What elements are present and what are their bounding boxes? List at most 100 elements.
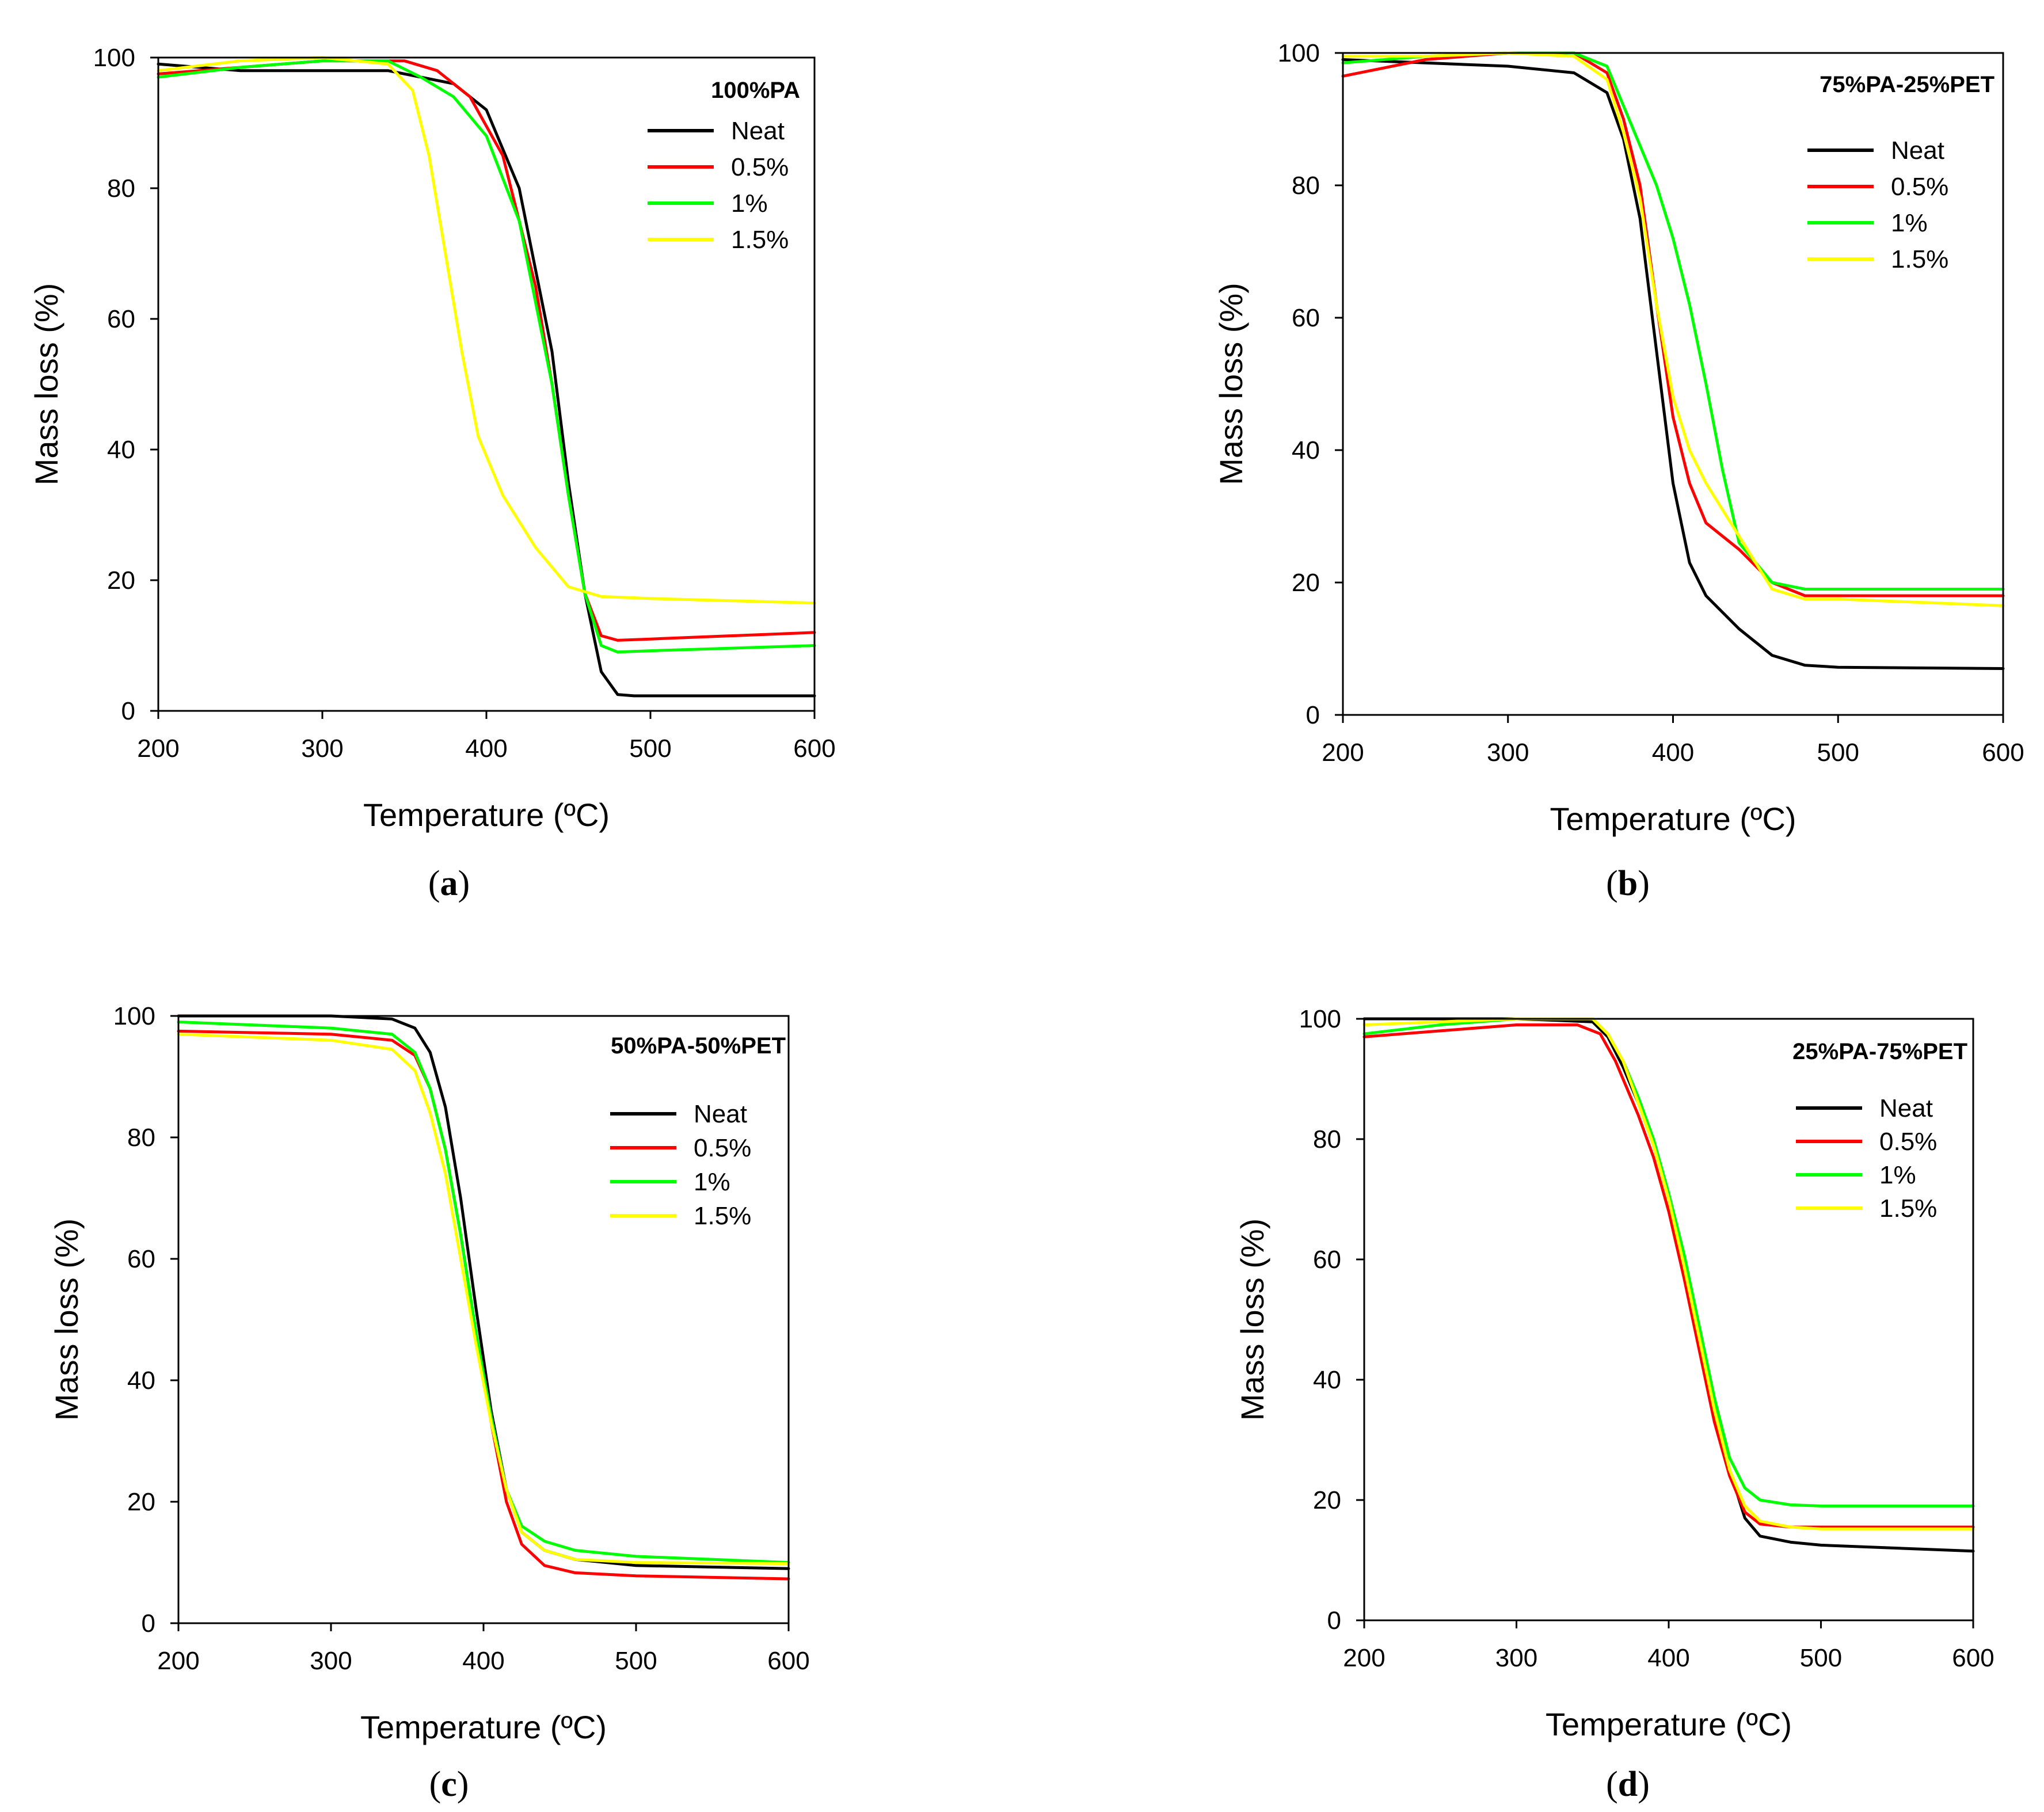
y-axis-title: Mass loss (%) <box>1213 283 1249 485</box>
y-tick-label: 60 <box>107 305 135 333</box>
legend-label-1.5%: 1.5% <box>1879 1194 1937 1223</box>
x-tick-label: 400 <box>462 1647 504 1675</box>
panel-label-close: ) <box>457 1765 469 1804</box>
y-tick-label: 100 <box>1278 39 1320 67</box>
x-axis-title: Temperature (ºC) <box>1550 801 1796 837</box>
legend: Neat 0.5% 1% 1.5% <box>610 1100 751 1230</box>
panel-label-letter: b <box>1618 864 1638 903</box>
legend-label-1%: 1% <box>731 189 768 218</box>
legend-label-Neat: Neat <box>1879 1094 1933 1122</box>
chart-title: 25%PA-75%PET <box>1792 1039 1967 1064</box>
legend-label-1%: 1% <box>694 1168 730 1196</box>
legend-label-Neat: Neat <box>1891 136 1944 165</box>
panel-label: (c) <box>429 1765 469 1804</box>
y-tick-label: 100 <box>113 1002 155 1030</box>
chart-panel-c: 200 300 400 500 600 0 20 40 60 80 100 Temperature (… <box>48 1002 810 1804</box>
panel-label-open: ( <box>429 1765 441 1804</box>
series-line-1% <box>1362 1017 1975 1508</box>
chart-panel-d: 200 300 400 500 600 0 20 40 60 80 100 Temperature (… <box>1234 1005 1994 1804</box>
y-tick-label: 20 <box>127 1488 155 1516</box>
y-axis-title: Mass loss (%) <box>28 283 64 486</box>
y-tick-label: 0 <box>1306 701 1320 729</box>
panel-label-open: ( <box>1606 864 1618 903</box>
panel-label-letter: c <box>441 1765 457 1804</box>
chart-panel-b: 200 300 400 500 600 0 20 40 60 80 100 Temperature (… <box>1213 39 2024 903</box>
legend-label-0.5%: 0.5% <box>1879 1128 1937 1156</box>
y-tick-label: 20 <box>107 566 135 595</box>
series-line-1% <box>1341 51 2005 591</box>
series-line-0.5% <box>1362 1023 1975 1529</box>
y-tick-label: 80 <box>107 174 135 203</box>
panel-label-letter: a <box>440 864 458 903</box>
y-axis-title: Mass loss (%) <box>48 1219 85 1421</box>
legend-label-1.5%: 1.5% <box>731 226 789 254</box>
panel-label-open: ( <box>1606 1765 1618 1804</box>
x-axis-title: Temperature (ºC) <box>360 1709 607 1745</box>
y-tick-label: 80 <box>1292 172 1320 200</box>
x-tick-label: 500 <box>629 734 671 763</box>
x-axis-title: Temperature (ºC) <box>363 797 610 833</box>
panel-label-letter: d <box>1618 1765 1638 1804</box>
y-tick-label: 20 <box>1313 1486 1341 1514</box>
panel-label: (d) <box>1606 1765 1650 1804</box>
legend-label-0.5%: 0.5% <box>731 153 789 181</box>
series-line-Neat <box>1341 58 2005 670</box>
y-tick-label: 40 <box>127 1366 155 1395</box>
legend-label-1.5%: 1.5% <box>694 1202 751 1230</box>
chart-title: 75%PA-25%PET <box>1820 72 1994 97</box>
legend-label-Neat: Neat <box>694 1100 747 1128</box>
x-tick-label: 300 <box>1487 738 1529 767</box>
x-tick-label: 200 <box>137 734 179 763</box>
x-tick-label: 200 <box>1322 738 1364 767</box>
series-line-1% <box>157 59 816 654</box>
chart-panel-a: 200 300 400 500 600 0 20 40 60 80 100 Temperature (… <box>28 44 836 903</box>
panel-label-close: ) <box>1638 1765 1650 1804</box>
series-line-Neat <box>177 1014 790 1570</box>
panel-label: (b) <box>1606 864 1650 903</box>
legend: Neat 0.5% 1% 1.5% <box>648 117 789 254</box>
series-line-1.5% <box>177 1033 790 1566</box>
x-tick-label: 600 <box>793 734 835 763</box>
y-tick-label: 0 <box>142 1609 155 1638</box>
y-tick-label: 0 <box>1327 1607 1341 1635</box>
x-tick-label: 500 <box>615 1647 657 1675</box>
series-line-Neat <box>157 62 816 698</box>
y-tick-label: 100 <box>93 44 135 72</box>
chart-title: 50%PA-50%PET <box>611 1033 786 1059</box>
y-tick-label: 40 <box>1292 436 1320 465</box>
x-tick-label: 600 <box>767 1647 809 1675</box>
y-tick-label: 60 <box>1313 1246 1341 1274</box>
legend: Neat 0.5% 1% 1.5% <box>1796 1094 1937 1223</box>
x-tick-label: 500 <box>1817 738 1859 767</box>
y-tick-label: 60 <box>1292 304 1320 332</box>
y-tick-label: 40 <box>1313 1366 1341 1394</box>
y-tick-label: 100 <box>1299 1005 1341 1033</box>
panel-label-open: ( <box>428 864 440 903</box>
series-line-1.5% <box>157 56 816 605</box>
x-axis-title: Temperature (ºC) <box>1546 1706 1792 1742</box>
x-tick-label: 300 <box>310 1647 352 1675</box>
chart-title: 100%PA <box>711 78 800 103</box>
y-tick-label: 80 <box>1313 1125 1341 1154</box>
x-tick-label: 300 <box>301 734 343 763</box>
series-line-0.5% <box>157 59 816 642</box>
panel-label: (a) <box>428 864 470 903</box>
y-tick-label: 60 <box>127 1245 155 1273</box>
legend-label-1%: 1% <box>1879 1161 1916 1189</box>
x-tick-label: 400 <box>1647 1644 1689 1672</box>
legend: Neat 0.5% 1% 1.5% <box>1807 136 1948 273</box>
legend-label-0.5%: 0.5% <box>1891 173 1948 201</box>
legend-label-1%: 1% <box>1891 209 1928 237</box>
x-tick-label: 400 <box>1652 738 1694 767</box>
legend-label-1.5%: 1.5% <box>1891 245 1948 273</box>
panel-label-close: ) <box>1638 864 1650 903</box>
legend-label-0.5%: 0.5% <box>694 1134 751 1162</box>
series-line-0.5% <box>1341 51 2005 597</box>
x-tick-label: 200 <box>1343 1644 1385 1672</box>
x-tick-label: 200 <box>157 1647 199 1675</box>
x-tick-label: 600 <box>1982 738 2024 767</box>
series-line-1% <box>177 1021 790 1564</box>
plot-frame <box>157 56 816 712</box>
